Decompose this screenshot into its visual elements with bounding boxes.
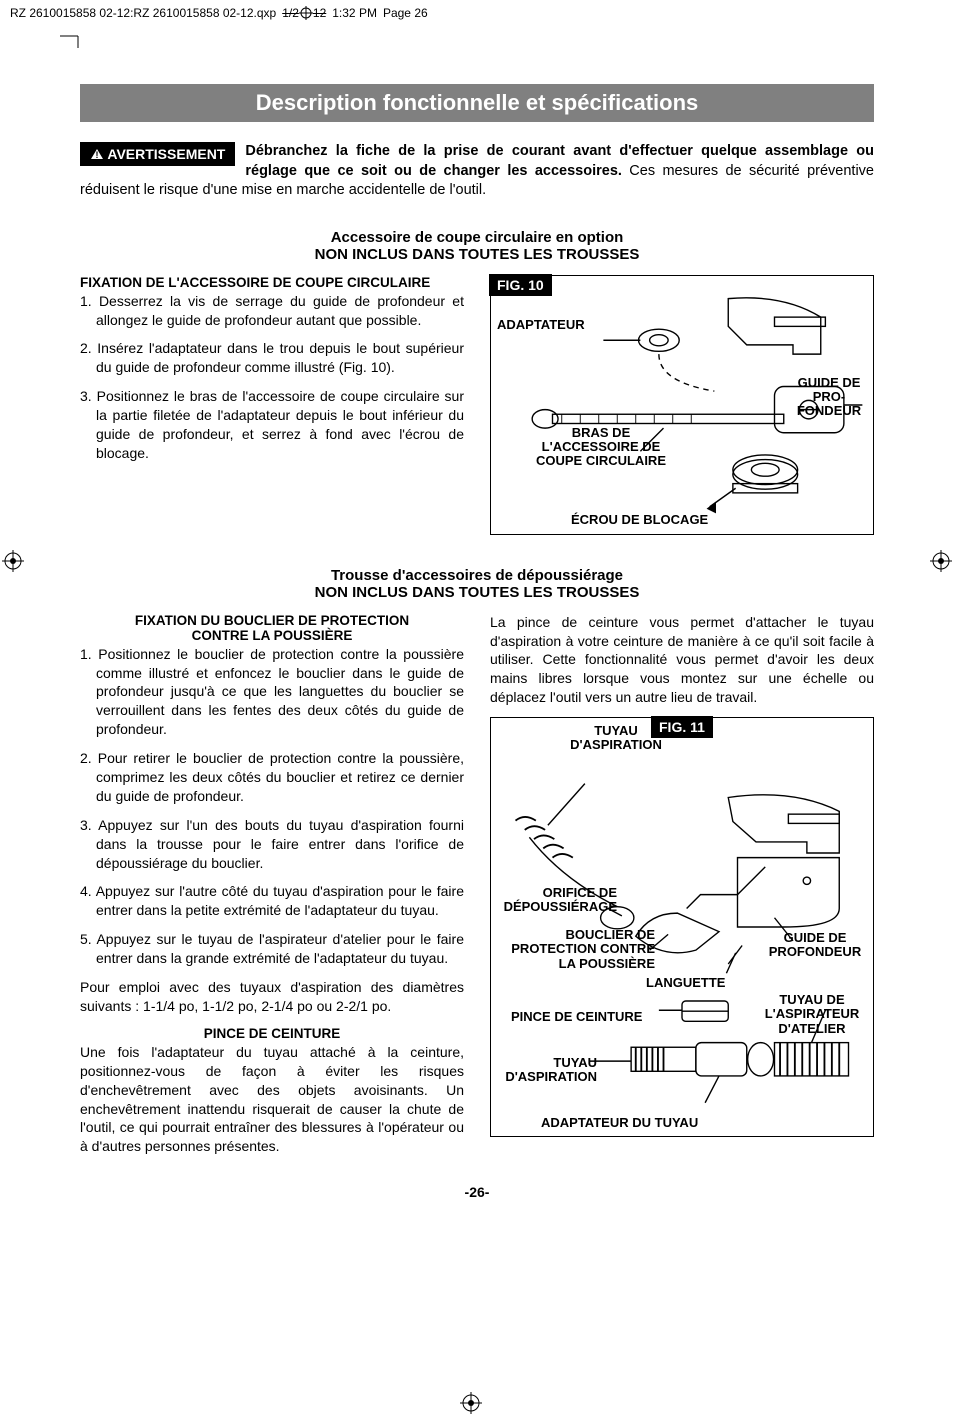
- list-item: 1. Positionnez le bouclier de protection…: [80, 645, 464, 739]
- print-header-page: Page 26: [383, 6, 428, 20]
- registration-mark-right: [930, 550, 952, 575]
- sec2-heading: Trousse d'accessoires de dépoussiérage N…: [80, 567, 874, 601]
- fig11-label-guide: GUIDE DEPROFONDEUR: [765, 931, 865, 960]
- sec2-head-line2: NON INCLUS DANS TOUTES LES TROUSSES: [80, 584, 874, 601]
- sec2-list: 1. Positionnez le bouclier de protection…: [80, 645, 464, 968]
- registration-inline-icon: [299, 6, 313, 20]
- sec1-subhead: FIXATION DE L'ACCESSOIRE DE COUPE CIRCUL…: [80, 275, 464, 290]
- warning-badge: ! AVERTISSEMENT: [80, 142, 235, 166]
- fig11-label-tuyau-asp2: TUYAUD'ASPIRATION: [497, 1056, 597, 1085]
- svg-text:!: !: [96, 150, 99, 160]
- list-item: 5. Appuyez sur le tuyau de l'aspirateur …: [80, 930, 464, 968]
- list-item: 2. Pour retirer le bouclier de protectio…: [80, 749, 464, 806]
- fig11-label-pince: PINCE DE CEINTURE: [511, 1010, 642, 1024]
- registration-mark-bottom: [460, 1392, 482, 1417]
- sec1-heading: Accessoire de coupe circulaire en option…: [80, 229, 874, 263]
- sec2-left-subhead: FIXATION DU BOUCLIER DE PROTECTIONCONTRE…: [80, 613, 464, 643]
- fig11-label-tuyau-asp: TUYAUD'ASPIRATION: [561, 724, 671, 753]
- list-item: 4. Appuyez sur l'autre côté du tuyau d'a…: [80, 882, 464, 920]
- print-header: RZ 2610015858 02-12:RZ 2610015858 02-12.…: [0, 0, 954, 24]
- fig11-label-languette: LANGUETTE: [646, 976, 725, 990]
- list-item: 3. Appuyez sur l'un des bouts du tuyau d…: [80, 816, 464, 873]
- figure-11: FIG. 11: [490, 717, 874, 1137]
- sec1-head-line2: NON INCLUS DANS TOUTES LES TROUSSES: [80, 246, 874, 263]
- sec2-head-line1: Trousse d'accessoires de dépoussiérage: [80, 567, 874, 584]
- warning-block: ! AVERTISSEMENT Débranchez la fiche de l…: [80, 142, 874, 201]
- warning-triangle-icon: !: [90, 148, 104, 160]
- list-item: 3. Positionnez le bras de l'accessoire d…: [80, 387, 464, 463]
- page-number: -26-: [80, 1184, 874, 1200]
- print-header-time: 1:32 PM: [332, 6, 377, 20]
- section-title: Description fonctionnelle et spécificati…: [80, 84, 874, 122]
- fig10-label-guide: GUIDE DEPRO-FONDEUR: [789, 376, 869, 419]
- figure-10: FIG. 10: [490, 275, 874, 535]
- sec2-belt-para: Une fois l'adaptateur du tuyau attaché à…: [80, 1043, 464, 1156]
- list-item: 2. Insérez l'adaptateur dans le trou dep…: [80, 339, 464, 377]
- list-item: 1. Desserrez la vis de serrage du guide …: [80, 292, 464, 330]
- fig11-label-adapt: ADAPTATEUR DU TUYAU: [541, 1116, 698, 1130]
- sec2-para-hose-sizes: Pour emploi avec des tuyaux d'aspiration…: [80, 978, 464, 1016]
- fig10-tag: FIG. 10: [489, 274, 552, 296]
- fig10-label-bras: BRAS DEL'ACCESSOIRE DECOUPE CIRCULAIRE: [531, 426, 671, 469]
- fig10-label-adaptateur: ADAPTATEUR: [497, 318, 585, 332]
- fig10-label-ecrou: ÉCROU DE BLOCAGE: [571, 513, 708, 527]
- sec2-right-intro: La pince de ceinture vous permet d'attac…: [490, 613, 874, 707]
- crop-mark-tl: [60, 18, 90, 51]
- sec1-head-line1: Accessoire de coupe circulaire en option: [80, 229, 874, 246]
- warning-badge-text: AVERTISSEMENT: [107, 146, 225, 162]
- sec1-list: 1. Desserrez la vis de serrage du guide …: [80, 292, 464, 463]
- print-header-file: RZ 2610015858 02-12:RZ 2610015858 02-12.…: [10, 6, 276, 20]
- fig11-label-atelier: TUYAU DEL'ASPIRATEURD'ATELIER: [757, 993, 867, 1036]
- print-header-date: 1/212: [282, 6, 326, 20]
- fig11-label-bouclier: BOUCLIER DEPROTECTION CONTRELA POUSSIÈRE: [495, 928, 655, 971]
- registration-mark-left: [2, 550, 24, 575]
- sec2-belt-head: PINCE DE CEINTURE: [80, 1026, 464, 1041]
- fig11-label-orifice: ORIFICE DEDÉPOUSSIÉRAGE: [497, 886, 617, 915]
